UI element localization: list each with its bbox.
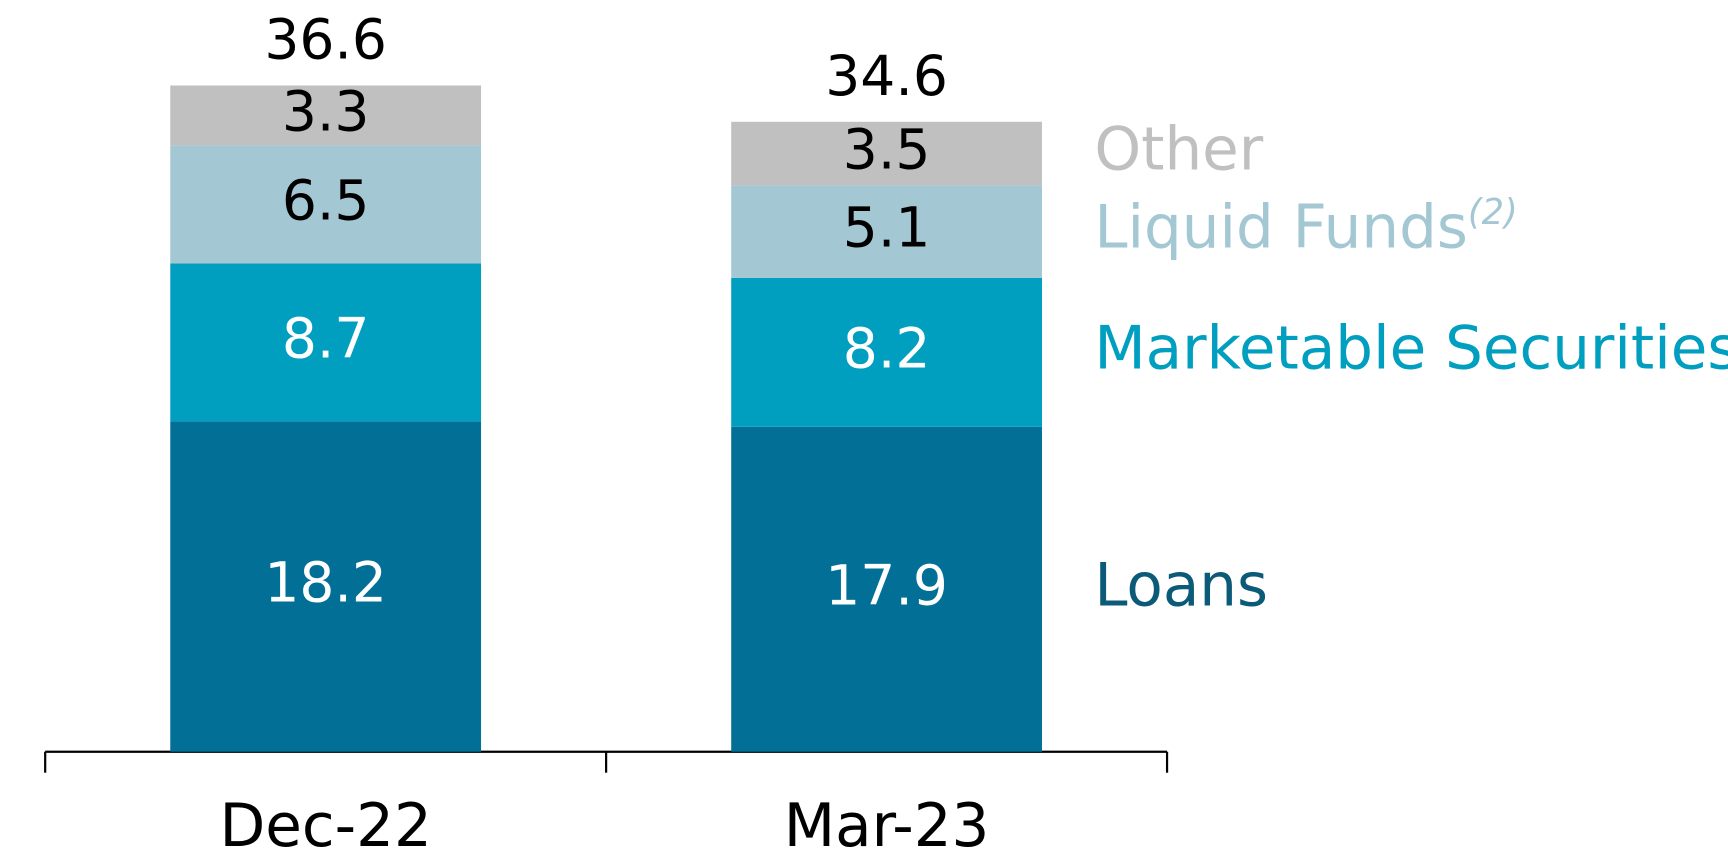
legend-label: Loans — [1094, 551, 1268, 620]
value-label: 6.5 — [282, 169, 370, 233]
value-label: 3.3 — [282, 80, 370, 144]
x-tick-label: Mar-23 — [784, 792, 990, 861]
value-label: 8.2 — [843, 316, 931, 380]
legend-entry: Other — [1094, 116, 1263, 185]
bar-segment — [731, 185, 1042, 278]
value-label: 18.2 — [264, 551, 387, 615]
x-tick-label: Dec-22 — [219, 792, 431, 861]
bar-segment — [170, 421, 482, 752]
legend-entry: Liquid Funds(2) — [1094, 192, 1517, 263]
bar-segment — [170, 85, 482, 146]
legend-label: Other — [1094, 116, 1263, 185]
bar-segment — [170, 145, 482, 264]
total-label: 34.6 — [825, 44, 948, 108]
bar-segment — [731, 426, 1042, 752]
value-label: 5.1 — [843, 196, 931, 260]
bar-segment — [731, 121, 1042, 186]
legend-entry: Marketable Securities — [1094, 314, 1728, 383]
legend-label: Liquid Funds — [1094, 194, 1468, 263]
legend-label: Marketable Securities — [1094, 314, 1728, 383]
legend-entry: Loans — [1094, 551, 1268, 620]
bar-segment — [170, 263, 482, 422]
bar-segment — [731, 277, 1042, 427]
value-label: 17.9 — [825, 553, 948, 617]
value-label: 8.7 — [282, 306, 370, 370]
value-label: 3.5 — [843, 118, 931, 182]
total-label: 36.6 — [264, 8, 387, 72]
legend-note: (2) — [1468, 192, 1518, 233]
